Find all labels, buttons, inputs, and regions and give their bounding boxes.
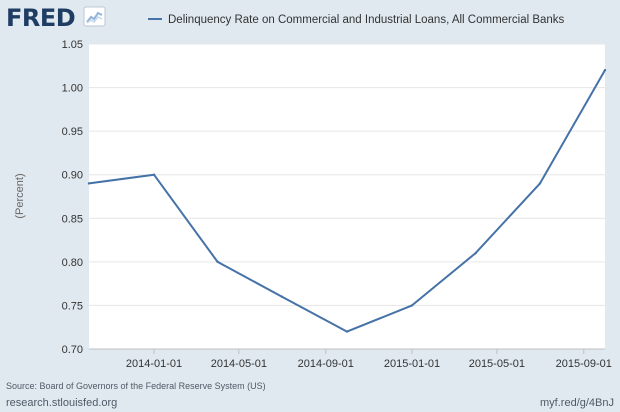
data-point (280, 295, 284, 298)
x-tick-label: 2015-09-01 (556, 358, 612, 370)
logo-text: FRED (6, 4, 75, 32)
x-axis-ticks: 2014-01-01 2014-05-01 2014-09-01 2015-01-01… (89, 348, 612, 370)
grid-lines (89, 43, 605, 350)
fred-logo[interactable]: FRED (6, 4, 106, 32)
chart-legend: Delinquency Rate on Commercial and Indus… (148, 14, 565, 26)
x-tick-label: 2014-01-01 (126, 358, 182, 370)
site-link[interactable]: research.stlouisfed.org (6, 397, 117, 409)
data-point (603, 68, 607, 72)
y-tick-label: 0.75 (62, 300, 83, 312)
x-tick-label: 2014-09-01 (298, 358, 354, 370)
data-point (87, 182, 91, 185)
line-chart-icon (83, 6, 106, 27)
data-point (538, 182, 542, 185)
y-tick-label: 0.95 (62, 126, 83, 138)
data-point (216, 260, 219, 264)
x-tick-label: 2015-01-01 (384, 358, 440, 370)
y-tick-label: 0.70 (62, 344, 83, 356)
data-point (152, 173, 156, 176)
y-tick-label: 0.85 (62, 213, 83, 225)
y-tick-label: 0.80 (62, 257, 83, 269)
x-tick-label: 2015-05-01 (469, 358, 525, 370)
x-tick-label: 2014-05-01 (211, 358, 267, 370)
plot-area (89, 44, 605, 349)
y-tick-label: 1.00 (62, 83, 83, 95)
y-tick-label: 1.05 (62, 39, 83, 51)
y-axis-ticks: 0.70 0.75 0.80 0.85 0.90 0.95 1.00 1.05 (62, 39, 83, 356)
series-layer (87, 68, 607, 333)
short-link[interactable]: myf.red/g/4BnJ (540, 397, 614, 409)
source-note: Source: Board of Governors of the Federa… (6, 381, 266, 391)
y-tick-label: 0.90 (62, 170, 83, 182)
legend-label: Delinquency Rate on Commercial and Indus… (168, 14, 565, 26)
y-axis-title: (Percent) (14, 173, 26, 218)
data-point (345, 330, 349, 333)
data-point (410, 304, 414, 307)
data-point (474, 251, 477, 255)
